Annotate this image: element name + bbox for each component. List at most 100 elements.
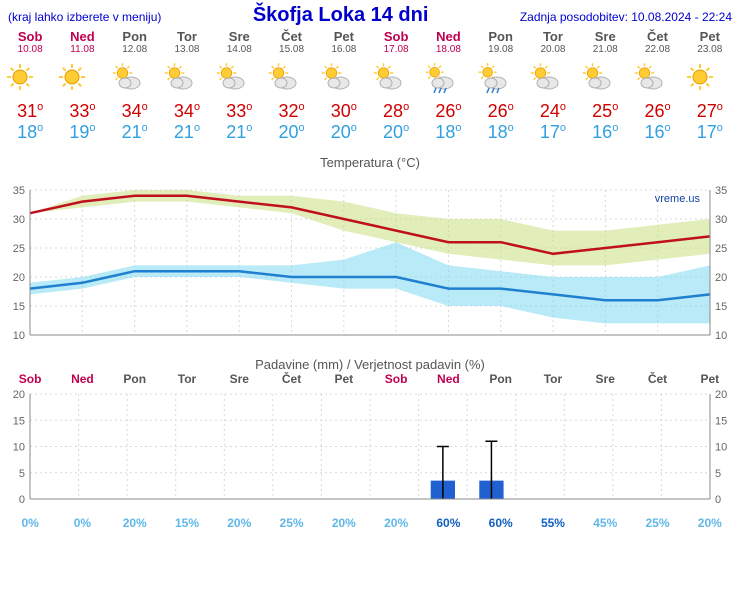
- day-name: Čet: [265, 29, 317, 44]
- temperature-chart: 101015152020252530303535vreme.us: [0, 170, 732, 345]
- high-temp: 25o: [579, 101, 631, 122]
- svg-text:0: 0: [19, 494, 25, 506]
- day-name: Tor: [161, 29, 213, 44]
- day-header: Ned 18.08: [422, 29, 474, 55]
- precip-day-label: Pon: [475, 372, 527, 386]
- day-date: 20.08: [527, 44, 579, 55]
- precip-probability: 0%: [4, 516, 56, 530]
- svg-text:10: 10: [13, 442, 25, 454]
- sun-cloud-icon: [370, 61, 422, 95]
- precip-day-label: Sob: [370, 372, 422, 386]
- day-name: Sob: [4, 29, 56, 44]
- precip-probability: 20%: [684, 516, 736, 530]
- day-name: Tor: [527, 29, 579, 44]
- high-temp: 33o: [56, 101, 108, 122]
- precip-probability: 25%: [265, 516, 317, 530]
- svg-text:5: 5: [715, 468, 721, 480]
- day-name: Pet: [684, 29, 736, 44]
- low-temp: 19o: [56, 122, 108, 143]
- day-name: Sre: [579, 29, 631, 44]
- low-temp: 20o: [265, 122, 317, 143]
- day-header: Pon 19.08: [475, 29, 527, 55]
- high-temp: 31o: [4, 101, 56, 122]
- low-temp: 18o: [422, 122, 474, 143]
- precip-day-label: Ned: [56, 372, 108, 386]
- svg-text:10: 10: [715, 330, 727, 342]
- high-temp: 30o: [318, 101, 370, 122]
- day-header: Ned 11.08: [56, 29, 108, 55]
- day-date: 19.08: [475, 44, 527, 55]
- day-name: Ned: [422, 29, 474, 44]
- precip-day-label: Tor: [527, 372, 579, 386]
- high-temp: 28o: [370, 101, 422, 122]
- weather-icon-row: [0, 55, 740, 101]
- sun-cloud-icon: [527, 61, 579, 95]
- sun-cloud-icon: [213, 61, 265, 95]
- precip-probability: 25%: [631, 516, 683, 530]
- high-temp: 26o: [475, 101, 527, 122]
- precip-probability: 20%: [318, 516, 370, 530]
- precip-probability: 60%: [422, 516, 474, 530]
- low-temp: 17o: [684, 122, 736, 143]
- sun-icon: [684, 61, 736, 95]
- precip-day-label: Pet: [684, 372, 736, 386]
- day-header: Tor 20.08: [527, 29, 579, 55]
- svg-text:30: 30: [13, 214, 25, 226]
- low-temp: 21o: [161, 122, 213, 143]
- day-date: 22.08: [631, 44, 683, 55]
- sun-rain-icon: [422, 61, 474, 95]
- precip-day-label: Sre: [213, 372, 265, 386]
- watermark: vreme.us: [655, 193, 701, 205]
- day-header: Pon 12.08: [109, 29, 161, 55]
- svg-text:35: 35: [13, 185, 25, 197]
- low-temp: 17o: [527, 122, 579, 143]
- svg-text:20: 20: [13, 389, 25, 401]
- sun-rain-icon: [475, 61, 527, 95]
- svg-text:15: 15: [13, 415, 25, 427]
- svg-text:30: 30: [715, 214, 727, 226]
- day-date: 12.08: [109, 44, 161, 55]
- svg-text:25: 25: [715, 243, 727, 255]
- updated-label: Zadnja posodobitev: 10.08.2024 - 22:24: [520, 10, 732, 24]
- low-temp: 18o: [4, 122, 56, 143]
- day-header: Sre 21.08: [579, 29, 631, 55]
- high-temp: 32o: [265, 101, 317, 122]
- high-temp: 24o: [527, 101, 579, 122]
- precip-probability: 55%: [527, 516, 579, 530]
- sun-cloud-icon: [318, 61, 370, 95]
- day-header: Sob 17.08: [370, 29, 422, 55]
- menu-hint[interactable]: (kraj lahko izberete v meniju): [8, 10, 161, 24]
- low-temp: 16o: [579, 122, 631, 143]
- sun-cloud-icon: [265, 61, 317, 95]
- svg-text:5: 5: [19, 468, 25, 480]
- day-header: Tor 13.08: [161, 29, 213, 55]
- probability-row: 0%0%20%15%20%25%20%20%60%60%55%45%25%20%: [0, 516, 740, 534]
- sun-icon: [4, 61, 56, 95]
- precip-day-label: Čet: [265, 372, 317, 386]
- day-date: 11.08: [56, 44, 108, 55]
- precip-probability: 60%: [475, 516, 527, 530]
- day-date: 10.08: [4, 44, 56, 55]
- precip-day-row: SobNedPonTorSreČetPetSobNedPonTorSreČetP…: [0, 372, 740, 386]
- day-name: Sre: [213, 29, 265, 44]
- low-temp: 20o: [370, 122, 422, 143]
- svg-text:10: 10: [13, 330, 25, 342]
- precip-probability: 20%: [370, 516, 422, 530]
- low-temp: 18o: [475, 122, 527, 143]
- svg-text:15: 15: [715, 415, 727, 427]
- page-title: Škofja Loka 14 dni: [161, 4, 519, 27]
- header: (kraj lahko izberete v meniju) Škofja Lo…: [0, 0, 740, 29]
- svg-text:25: 25: [13, 243, 25, 255]
- svg-text:20: 20: [715, 272, 727, 284]
- day-date: 15.08: [265, 44, 317, 55]
- precip-day-label: Sob: [4, 372, 56, 386]
- day-name: Čet: [631, 29, 683, 44]
- day-date: 17.08: [370, 44, 422, 55]
- low-temp: 21o: [109, 122, 161, 143]
- day-date: 21.08: [579, 44, 631, 55]
- low-temp: 21o: [213, 122, 265, 143]
- day-name: Pet: [318, 29, 370, 44]
- day-header: Pet 23.08: [684, 29, 736, 55]
- svg-text:10: 10: [715, 442, 727, 454]
- svg-text:0: 0: [715, 494, 721, 506]
